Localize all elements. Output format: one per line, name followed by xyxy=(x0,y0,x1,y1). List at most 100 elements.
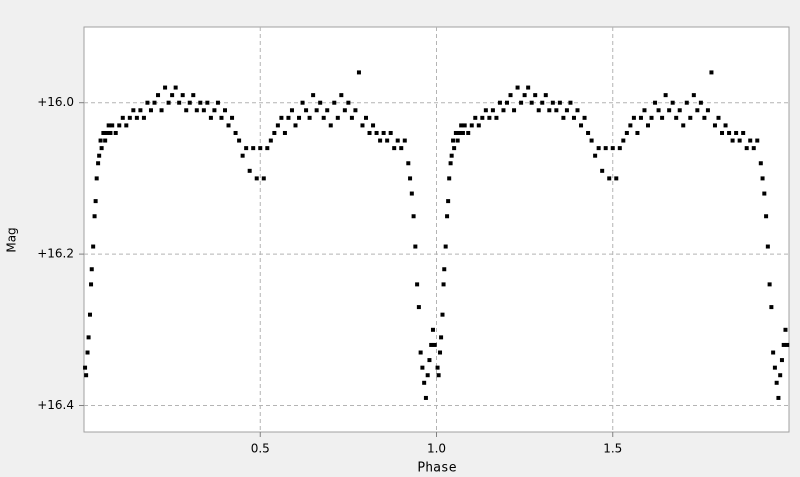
data-point xyxy=(275,123,280,128)
data-point xyxy=(378,138,383,143)
data-point xyxy=(781,342,786,347)
data-point xyxy=(289,108,294,113)
data-point xyxy=(505,100,509,105)
data-point xyxy=(571,115,576,120)
data-point xyxy=(677,108,682,113)
data-point xyxy=(286,115,291,120)
data-point xyxy=(568,100,573,105)
data-point xyxy=(120,115,125,120)
data-point xyxy=(124,123,129,128)
data-point xyxy=(469,123,474,128)
data-point xyxy=(748,138,753,143)
data-point xyxy=(187,100,192,105)
data-point xyxy=(764,214,769,219)
data-point xyxy=(720,130,725,135)
data-point xyxy=(418,350,423,355)
data-point xyxy=(110,123,115,128)
data-point xyxy=(522,93,527,98)
data-point xyxy=(371,123,376,128)
data-point xyxy=(774,380,779,385)
data-point xyxy=(758,161,763,166)
data-point xyxy=(712,123,717,128)
data-point xyxy=(223,108,227,113)
data-point xyxy=(734,130,739,135)
data-point xyxy=(101,130,106,135)
data-point xyxy=(536,108,541,113)
data-point xyxy=(328,123,333,128)
y-tick-label: +16.4 xyxy=(37,398,74,412)
data-point xyxy=(282,130,287,135)
data-point xyxy=(778,373,783,378)
data-point xyxy=(339,93,344,98)
data-point xyxy=(564,108,569,113)
data-point xyxy=(737,138,742,143)
x-tick-label: 0.5 xyxy=(251,442,270,456)
data-point xyxy=(108,130,113,135)
data-point xyxy=(374,130,379,135)
data-point xyxy=(247,168,252,173)
data-point xyxy=(173,85,178,90)
data-point xyxy=(476,123,481,128)
data-point xyxy=(127,115,132,120)
data-point xyxy=(607,176,612,181)
data-point xyxy=(466,130,471,135)
data-point xyxy=(349,115,354,120)
data-point xyxy=(649,115,654,120)
data-point xyxy=(268,138,273,143)
x-axis-label: Phase xyxy=(417,461,456,476)
data-point xyxy=(381,130,386,135)
data-point xyxy=(730,138,735,143)
data-point xyxy=(156,93,161,98)
data-point xyxy=(97,153,102,158)
data-point xyxy=(446,199,451,204)
data-point xyxy=(540,100,545,105)
data-point xyxy=(84,373,89,378)
data-point xyxy=(589,138,594,143)
data-point xyxy=(451,138,456,143)
data-point xyxy=(442,267,447,272)
data-point xyxy=(769,305,774,310)
data-point xyxy=(723,123,728,128)
data-point xyxy=(453,130,458,135)
data-point xyxy=(660,115,665,120)
data-point xyxy=(776,395,781,400)
data-point xyxy=(177,100,182,105)
data-point xyxy=(490,108,495,113)
data-point xyxy=(445,214,450,219)
data-point xyxy=(430,327,435,332)
data-point xyxy=(304,108,309,113)
data-point xyxy=(265,146,270,151)
data-point xyxy=(106,123,111,128)
data-point xyxy=(422,380,427,385)
data-point xyxy=(557,100,562,105)
data-point xyxy=(103,138,108,143)
data-point xyxy=(416,305,421,310)
data-point xyxy=(388,130,393,135)
data-point xyxy=(311,93,316,98)
data-point xyxy=(346,100,351,105)
data-point xyxy=(767,282,772,287)
data-point xyxy=(684,100,689,105)
data-point xyxy=(395,138,400,143)
data-point xyxy=(460,130,465,135)
data-point xyxy=(145,100,150,105)
data-point xyxy=(512,108,517,113)
data-point xyxy=(716,115,721,120)
data-point xyxy=(342,108,347,113)
data-point xyxy=(166,100,171,105)
data-point xyxy=(529,100,534,105)
data-point xyxy=(439,335,444,340)
data-point xyxy=(547,108,552,113)
data-point xyxy=(94,176,99,181)
data-point xyxy=(656,108,661,113)
data-point xyxy=(409,191,414,196)
data-point xyxy=(709,70,714,75)
data-point xyxy=(741,130,746,135)
data-point xyxy=(688,115,693,120)
data-point xyxy=(765,244,770,249)
data-point xyxy=(638,115,643,120)
data-point xyxy=(501,108,506,113)
data-point xyxy=(515,85,520,90)
data-point xyxy=(131,108,136,113)
data-point xyxy=(251,146,256,151)
